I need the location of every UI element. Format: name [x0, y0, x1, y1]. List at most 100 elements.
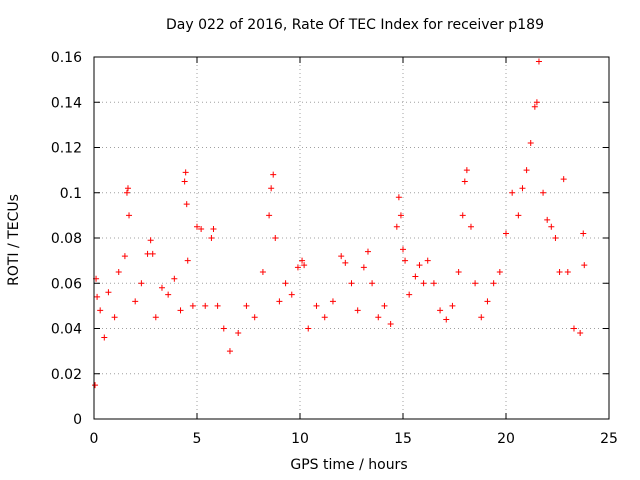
data-point	[397, 212, 404, 219]
data-point	[288, 291, 295, 298]
data-point	[449, 302, 456, 309]
data-point	[165, 291, 172, 298]
data-point	[92, 382, 99, 389]
data-point	[531, 103, 538, 110]
data-point	[533, 99, 540, 106]
data-point	[171, 275, 178, 282]
x-tick-label: 20	[497, 431, 515, 447]
data-point	[121, 253, 128, 260]
y-tick-label: 0.08	[51, 231, 82, 247]
data-point	[266, 212, 273, 219]
data-point	[138, 280, 145, 287]
data-point	[198, 225, 205, 232]
data-point	[577, 330, 584, 337]
data-point	[360, 264, 367, 271]
data-point	[548, 223, 555, 230]
data-point	[301, 262, 308, 269]
x-tick-label: 0	[90, 431, 99, 447]
data-point	[305, 325, 312, 332]
axis-ticks	[93, 56, 610, 420]
data-point	[115, 268, 122, 275]
data-point	[177, 307, 184, 314]
data-point	[105, 289, 112, 296]
data-point	[395, 194, 402, 201]
data-point	[124, 185, 131, 192]
data-point	[194, 223, 200, 230]
data-point	[509, 189, 516, 196]
data-point	[420, 280, 427, 287]
data-point	[348, 280, 355, 287]
data-point	[126, 212, 133, 219]
data-point	[235, 330, 242, 337]
x-tick-label: 5	[193, 431, 202, 447]
x-tick-label: 25	[600, 431, 618, 447]
data-point	[540, 189, 547, 196]
data-point	[210, 225, 217, 232]
data-point	[503, 230, 509, 237]
y-tick-label: 0.16	[51, 50, 82, 66]
data-point	[149, 250, 156, 257]
data-point	[519, 185, 526, 192]
data-point	[364, 248, 371, 255]
data-point	[387, 320, 394, 327]
data-point	[144, 250, 151, 257]
data-point	[556, 268, 563, 275]
data-point	[461, 178, 468, 185]
x-tick-label: 10	[291, 431, 309, 447]
data-point	[515, 212, 522, 219]
data-point	[490, 280, 497, 287]
tick-labels: 0 5 10 15 20 25 0 0.02 0.04 0.06 0.08 0.1 0.12 0.14 0.…	[51, 50, 618, 447]
data-point	[400, 246, 406, 253]
data-point	[282, 280, 289, 287]
data-point	[184, 257, 191, 264]
data-point	[342, 259, 349, 266]
data-point	[412, 273, 419, 280]
data-point	[381, 302, 388, 309]
data-point	[147, 237, 154, 244]
x-axis-label: GPS time / hours	[290, 457, 407, 473]
data-point	[313, 302, 320, 309]
data-point	[338, 253, 345, 260]
data-point	[375, 314, 382, 321]
data-point	[299, 257, 306, 264]
data-point	[443, 316, 450, 323]
data-point	[527, 139, 534, 146]
data-point	[459, 212, 466, 219]
data-point	[202, 302, 209, 309]
data-point	[544, 216, 551, 223]
data-point	[321, 314, 328, 321]
data-point	[564, 268, 571, 275]
data-point	[354, 307, 361, 314]
grid-lines	[94, 57, 609, 419]
data-point	[463, 167, 470, 174]
data-point	[523, 167, 530, 174]
data-point	[455, 268, 462, 275]
data-point	[189, 302, 196, 309]
y-axis-label: ROTI / TECUs	[6, 194, 22, 286]
data-point	[94, 293, 101, 300]
data-point	[581, 262, 588, 269]
y-tick-label: 0	[73, 412, 82, 428]
data-point	[182, 169, 189, 176]
data-point	[478, 314, 485, 321]
data-point	[101, 334, 108, 341]
data-point	[535, 58, 542, 65]
data-point	[243, 302, 250, 309]
data-point	[268, 185, 275, 192]
data-point	[406, 291, 413, 298]
data-point	[181, 178, 188, 185]
y-tick-label: 0.06	[51, 276, 82, 292]
data-point	[183, 201, 190, 208]
x-tick-label: 15	[394, 431, 412, 447]
data-point	[560, 176, 567, 183]
data-point	[484, 298, 491, 305]
data-point	[97, 307, 104, 314]
data-point	[416, 262, 423, 269]
data-point	[467, 223, 474, 230]
data-point	[214, 302, 221, 309]
data-point	[552, 235, 559, 241]
data-point	[220, 325, 227, 332]
data-point	[259, 268, 266, 275]
